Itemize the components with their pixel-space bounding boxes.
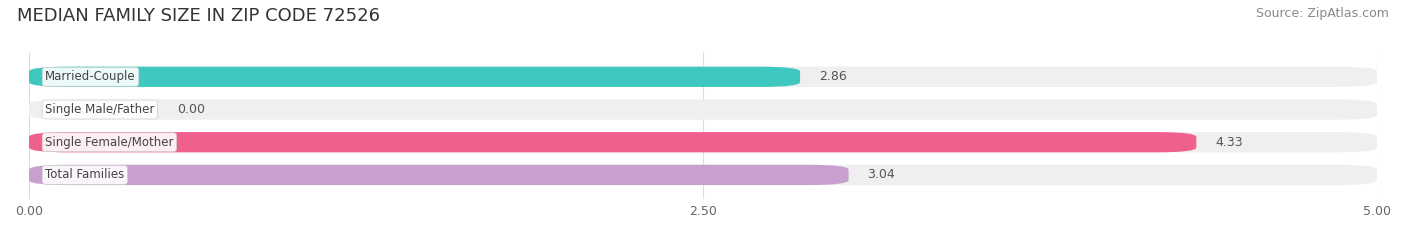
Text: 3.04: 3.04 <box>868 168 896 182</box>
FancyBboxPatch shape <box>30 99 1376 120</box>
FancyBboxPatch shape <box>30 67 1376 87</box>
FancyBboxPatch shape <box>30 132 1376 152</box>
Text: Married-Couple: Married-Couple <box>45 70 136 83</box>
FancyBboxPatch shape <box>30 165 1376 185</box>
Text: Single Female/Mother: Single Female/Mother <box>45 136 174 149</box>
FancyBboxPatch shape <box>30 67 800 87</box>
Text: 2.86: 2.86 <box>818 70 846 83</box>
Text: Source: ZipAtlas.com: Source: ZipAtlas.com <box>1256 7 1389 20</box>
Text: MEDIAN FAMILY SIZE IN ZIP CODE 72526: MEDIAN FAMILY SIZE IN ZIP CODE 72526 <box>17 7 380 25</box>
Text: 4.33: 4.33 <box>1215 136 1243 149</box>
FancyBboxPatch shape <box>30 132 1197 152</box>
Text: Total Families: Total Families <box>45 168 124 182</box>
Text: Single Male/Father: Single Male/Father <box>45 103 155 116</box>
FancyBboxPatch shape <box>30 165 849 185</box>
Text: 0.00: 0.00 <box>177 103 205 116</box>
